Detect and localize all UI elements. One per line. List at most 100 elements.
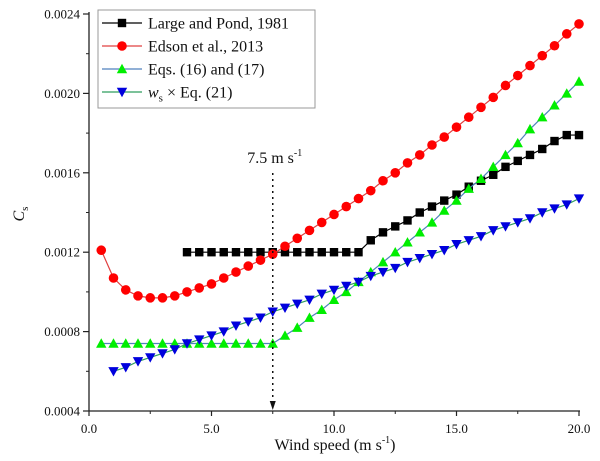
data-point — [231, 267, 241, 277]
data-point — [451, 122, 462, 132]
data-point — [402, 158, 413, 168]
series-line — [101, 81, 580, 345]
data-point — [440, 196, 449, 205]
data-point — [463, 236, 474, 246]
data-point — [463, 183, 474, 193]
data-point — [512, 70, 523, 81]
data-point — [524, 123, 536, 134]
data-point — [426, 217, 438, 227]
y-tick-label: 0.0024 — [44, 7, 80, 22]
data-point — [377, 267, 389, 278]
legend-item: Edson et al., 2013 — [102, 39, 263, 56]
data-point — [488, 226, 499, 236]
data-point — [182, 248, 192, 257]
data-point — [243, 261, 254, 271]
data-point — [96, 338, 107, 348]
data-point — [451, 240, 462, 250]
data-point — [157, 349, 168, 359]
y-tick-label: 0.0016 — [44, 165, 80, 180]
data-point — [525, 60, 535, 71]
data-point — [304, 312, 315, 322]
data-point — [194, 283, 205, 293]
data-point — [304, 225, 315, 236]
x-ticks: 0.0 5.0 10.0 15.0 20.0 — [81, 411, 590, 436]
data-point — [182, 287, 192, 297]
y-tick-label: 0.0012 — [44, 245, 80, 260]
data-point — [292, 299, 303, 310]
data-point — [194, 335, 205, 345]
series-line — [100, 23, 580, 299]
data-point — [219, 248, 228, 257]
data-point — [501, 162, 510, 172]
data-point — [390, 168, 401, 178]
data-point — [169, 291, 180, 301]
data-point — [218, 327, 229, 337]
series-1 — [96, 19, 584, 303]
data-point — [206, 279, 217, 289]
data-point — [476, 102, 486, 113]
data-point — [328, 285, 340, 296]
data-point — [513, 156, 522, 166]
data-point — [316, 289, 327, 300]
data-point — [439, 205, 450, 215]
data-point — [402, 257, 413, 268]
data-point — [451, 195, 462, 205]
data-point — [562, 130, 571, 140]
data-point — [255, 255, 266, 265]
data-point — [341, 281, 352, 292]
data-point — [108, 338, 119, 348]
data-point — [415, 208, 424, 217]
data-point — [538, 144, 547, 154]
data-point — [108, 367, 119, 377]
data-point — [207, 248, 216, 257]
data-point — [244, 248, 253, 257]
data-point — [132, 338, 144, 348]
data-point — [218, 338, 229, 348]
data-point — [96, 245, 107, 256]
data-point — [500, 222, 511, 232]
data-point — [549, 100, 560, 110]
data-point — [561, 200, 572, 210]
x-axis-title: Wind speed (m s-1) — [274, 435, 395, 454]
data-point — [390, 263, 401, 274]
data-point — [157, 338, 168, 348]
legend-marker-icon — [116, 87, 128, 98]
data-point — [512, 218, 523, 228]
data-point — [391, 222, 400, 231]
legend-label: ws × Eq. (21) — [148, 85, 232, 105]
legend-marker-icon — [116, 63, 128, 74]
data-point — [561, 29, 572, 39]
data-point — [255, 313, 266, 323]
y-ticks: 0.0004 0.0008 0.0012 0.0016 0.0020 0.0024 — [44, 7, 89, 419]
data-point — [452, 190, 461, 199]
data-point — [195, 248, 204, 257]
data-point — [304, 295, 315, 306]
data-point — [267, 249, 278, 259]
legend-label: Edson et al., 2013 — [148, 39, 263, 56]
data-point — [230, 321, 242, 331]
y-tick-label: 0.0004 — [44, 404, 80, 419]
legend-item: ws × Eq. (21) — [102, 85, 232, 105]
data-point — [574, 19, 584, 29]
data-point — [145, 338, 156, 348]
data-point — [353, 193, 364, 204]
data-point — [317, 248, 326, 257]
data-point — [293, 248, 302, 257]
data-point — [133, 291, 143, 301]
data-point — [512, 137, 523, 148]
legend: Large and Pond, 1981 Edson et al., 2013 Eq… — [97, 9, 316, 109]
y-axis-title: Cs — [11, 207, 31, 222]
data-point — [488, 161, 499, 172]
data-point — [328, 294, 340, 305]
data-point — [230, 338, 242, 348]
data-point — [181, 339, 193, 349]
annotation-arrow-icon — [269, 401, 276, 410]
data-point — [439, 132, 450, 142]
data-point — [414, 150, 425, 160]
series-0 — [182, 130, 584, 257]
data-point — [157, 293, 168, 303]
legend-label: Eqs. (16) and (17) — [148, 62, 264, 79]
data-point — [292, 233, 303, 244]
data-point — [500, 80, 511, 91]
